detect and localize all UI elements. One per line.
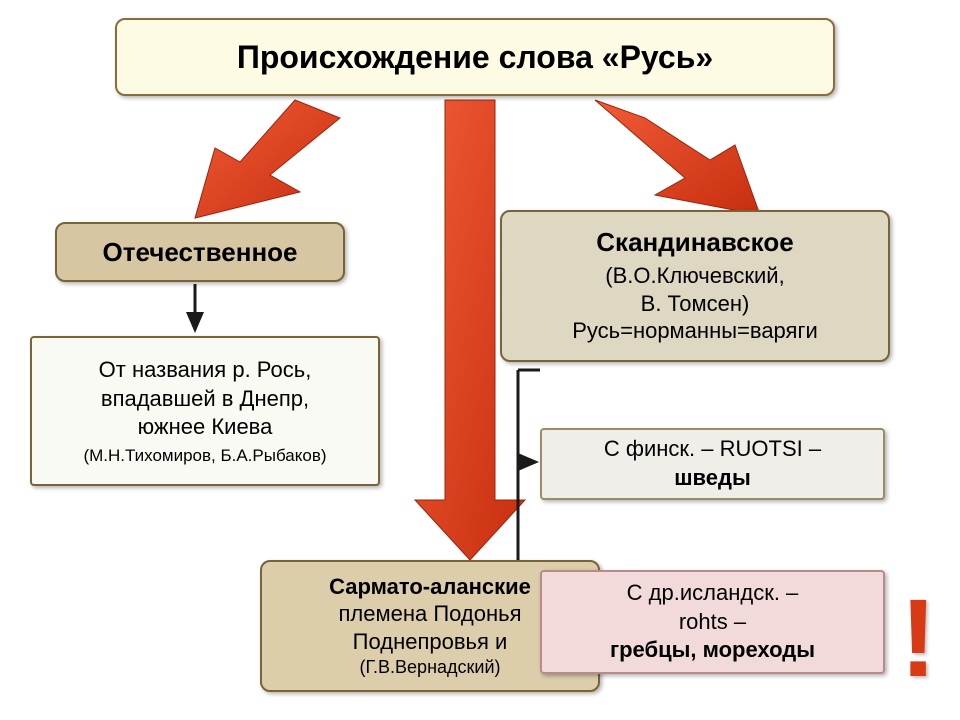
ros-box: От названия р. Рось, впадавшей в Днепр, … [30, 336, 380, 486]
sarmat-sub: (Г.В.Вернадский) [359, 657, 500, 678]
sarmat-line1: Сармато-аланские [329, 574, 531, 600]
title-text: Происхождение слова «Русь» [237, 39, 713, 76]
ros-sub: (М.Н.Тихомиров, Б.А.Рыбаков) [83, 446, 326, 466]
scandinavian-box: Скандинавское (В.О.Ключевский, В. Томсен… [500, 210, 890, 362]
scandinavian-sub: (В.О.Ключевский, В. Томсен) Русь=норманн… [572, 262, 818, 345]
domestic-box: Отечественное [55, 222, 345, 282]
island-box: С др.исландск. – rohts – гребцы, мореход… [540, 570, 885, 674]
sarmat-line3: Поднепровья и [353, 628, 508, 656]
domestic-label: Отечественное [102, 237, 297, 268]
arrow-to-scandinavian [595, 100, 760, 215]
finsk-text: С финск. – RUOTSI – шведы [604, 435, 821, 492]
scandinavian-title: Скандинавское [596, 227, 793, 258]
sarmat-line2: племена Подонья [338, 600, 521, 628]
exclamation-mark: ! [900, 575, 937, 702]
island-text: С др.исландск. – rohts – гребцы, мореход… [610, 579, 815, 665]
ros-main: От названия р. Рось, впадавшей в Днепр, … [99, 356, 312, 442]
finsk-box: С финск. – RUOTSI – шведы [540, 428, 885, 500]
arrow-to-domestic [195, 100, 340, 218]
title-box: Происхождение слова «Русь» [115, 18, 835, 96]
